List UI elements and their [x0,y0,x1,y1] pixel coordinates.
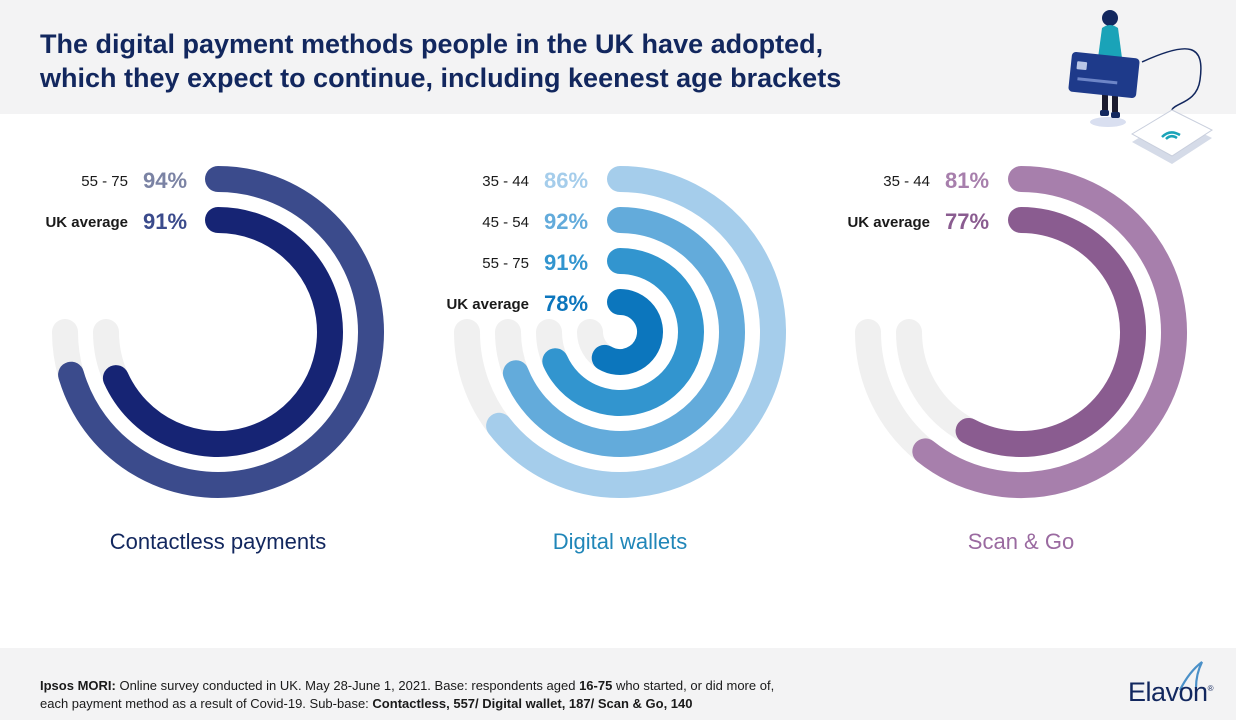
series-label: UK average [45,214,128,231]
elavon-mark-icon [1179,661,1203,691]
series-value: 91% [143,209,187,234]
series-value: 91% [544,250,588,275]
arc-value-35-44 [486,166,786,498]
chart-title: Scan & Go [968,529,1074,554]
series-label: UK average [847,214,930,231]
series-label: 35 - 44 [482,173,529,190]
payment-illustration [1068,10,1214,164]
logo-text: Elavon [1128,677,1208,707]
footnote-age-range: 16-75 [579,678,613,693]
arc-value-uk-average [955,207,1146,457]
arc-value-55-75 [58,166,384,498]
series-value: 81% [945,168,989,193]
footnote-text: each payment method as a result of Covid… [40,696,373,711]
series-label: 35 - 44 [883,173,930,190]
logo-registered: ® [1207,684,1214,693]
arc-value-55-75 [542,248,704,416]
chart-title: Contactless payments [110,529,326,554]
chart-wallets: 35 - 44 86% 45 - 54 92% 55 - 75 91% UK average… [446,166,786,554]
series-label: 55 - 75 [482,255,529,272]
title-line-1: The digital payment methods people in th… [40,29,824,59]
header-band [0,0,1236,114]
arc-track [454,319,513,439]
series-value: 86% [544,168,588,193]
series-label: UK average [446,296,529,313]
title-line-2: which they expect to continue, including… [40,63,842,93]
elavon-logo: Elavon® [1128,660,1224,710]
series-label: 55 - 75 [81,173,128,190]
arc-value-35-44 [912,166,1187,498]
series-value: 78% [544,291,588,316]
arc-value-45-54 [502,207,745,457]
series-value: 77% [945,209,989,234]
arc-track [855,319,939,465]
arc-track [896,319,982,444]
footer-band [0,648,1236,720]
footnote-line-2: each payment method as a result of Covid… [40,695,774,713]
radial-charts: 55 - 75 94% UK average 91% Contactless payme… [45,166,1187,554]
source-footnote: Ipsos MORI: Online survey conducted in U… [40,677,774,713]
chart-title: Digital wallets [553,529,688,554]
series-label: 45 - 54 [482,214,529,231]
chart-scan-go: 35 - 44 81% UK average 77% Scan & Go [847,166,1187,554]
footnote-source: Ipsos MORI: [40,678,116,693]
page-title: The digital payment methods people in th… [40,27,841,95]
logo-wordmark: Elavon® [1128,677,1214,708]
series-value: 92% [544,209,588,234]
footnote-subbase: Contactless, 557/ Digital wallet, 187/ S… [372,696,693,711]
footnote-text: Online survey conducted in UK. May 28-Ju… [115,678,580,693]
credit-card-icon [1068,51,1140,99]
chart-contactless: 55 - 75 94% UK average 91% Contactless payme… [45,166,384,554]
series-value: 94% [143,168,187,193]
contactless-terminal-icon [1130,109,1214,164]
arc-value-uk-average [102,207,343,457]
footnote-text: who started, or did more of, [612,678,775,693]
footnote-line-1: Ipsos MORI: Online survey conducted in U… [40,677,774,695]
arc-value-uk-average [591,289,663,375]
